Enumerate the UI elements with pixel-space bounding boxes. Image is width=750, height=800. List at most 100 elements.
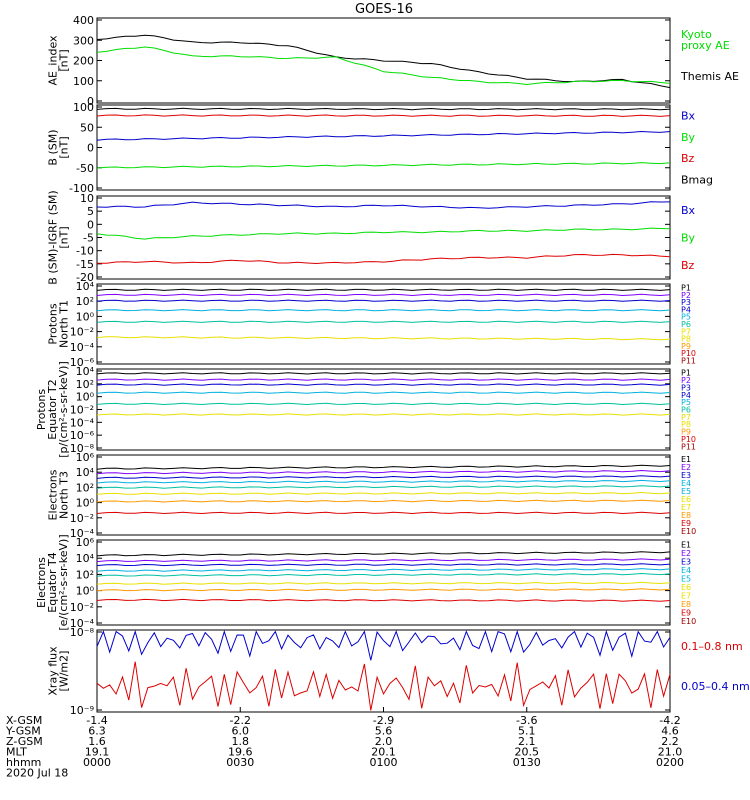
series-line-e4 (96, 479, 671, 484)
panel-frame (96, 283, 671, 365)
ylabel: North T1 (58, 300, 71, 348)
legend-entry: Bx (681, 204, 696, 217)
series-line-bz (96, 114, 671, 117)
legend-entry: E3 (681, 557, 691, 566)
series-line-e5 (96, 485, 671, 489)
panel-bsm: 100 50 0 -50 -100 B (SM)[nT] Bx By Bz Bmag (47, 101, 714, 195)
ylabel: Electrons (35, 557, 48, 608)
ytick-label: 10² (76, 378, 94, 391)
series-line-p6 (96, 320, 671, 323)
xtick-label: 4.6 (661, 725, 679, 738)
ylabel: Equator T4 (46, 552, 59, 612)
ytick-label: 10⁻⁴ (70, 341, 95, 354)
legend-entry: P10 (681, 349, 696, 358)
series-line-bmag (96, 107, 671, 111)
series-line-e4 (96, 568, 671, 572)
legend-entry: By (681, 131, 696, 144)
ytick-label: 10⁰ (76, 497, 95, 510)
ylabel: B (SM) (47, 129, 60, 165)
xtick-label: 5.6 (375, 725, 393, 738)
legend-entry: P8 (681, 335, 691, 344)
series-line-p1 (96, 288, 671, 291)
legend-entry: P6 (681, 320, 691, 329)
series-line-0-1-0-8-nm (96, 661, 671, 711)
ylabel: [nT] (58, 226, 71, 248)
legend-entry: E6 (681, 495, 691, 504)
legend-entry: P7 (681, 413, 691, 422)
ytick-label: 0 (87, 142, 94, 155)
ytick-label: 10² (76, 568, 94, 581)
series-line-p5 (96, 309, 671, 312)
date-label: 2020 Jul 18 (6, 767, 68, 780)
legend-entry: Bz (681, 259, 695, 272)
ytick-label: 10² (76, 481, 94, 494)
xtick-label: -3.6 (516, 714, 537, 727)
panel-frame (96, 454, 671, 536)
series-line-bx (96, 201, 671, 209)
legend-entry: P10 (681, 435, 696, 444)
legend-entry: E7 (681, 591, 691, 600)
ytick-label: 10⁻⁶ (70, 356, 95, 369)
series-line-0-05-0-4-nm (96, 629, 671, 661)
ytick-label: 10⁰ (76, 391, 95, 404)
xtick-label: 2.1 (518, 735, 536, 748)
ylabel: [nT] (58, 136, 71, 158)
ylabel: Electrons (47, 469, 60, 520)
legend-entry: P9 (681, 342, 691, 351)
ytick-label: 10⁶ (76, 536, 95, 549)
series-line-e3 (96, 475, 671, 479)
xtick-label: 19.1 (85, 746, 110, 759)
legend-entry: P4 (681, 305, 691, 314)
ytick-label: 0 (87, 218, 94, 231)
ytick-label: 10⁴ (76, 466, 95, 479)
ytick-label: 10⁴ (76, 365, 95, 378)
series-line-bz (97, 253, 671, 265)
xtick-label: 20.5 (515, 746, 540, 759)
legend-entry: P7 (681, 327, 691, 336)
legend-entry: P11 (681, 442, 696, 451)
series-line-e8 (96, 511, 671, 515)
legend-entry: Bz (681, 152, 695, 165)
legend-entry: E7 (681, 503, 691, 512)
legend-entry: E10 (681, 617, 696, 626)
ytick-label: 10 (80, 192, 94, 205)
xtick-label: 1.8 (232, 735, 250, 748)
xtick-label: 5.1 (518, 725, 536, 738)
panel-frame (96, 17, 671, 104)
ylabel: [W/m2] (58, 651, 71, 692)
ytick-label: -50 (76, 162, 94, 175)
series-line-p5 (96, 391, 671, 394)
ytick-label: 10⁰ (76, 310, 95, 323)
ytick-label: -10 (76, 245, 94, 258)
xtick-label: 1.6 (88, 735, 106, 748)
legend-entry: P6 (681, 406, 691, 415)
ytick-label: 10⁰ (76, 585, 95, 598)
series-line-e2 (96, 469, 671, 475)
ytick-label: 50 (80, 121, 94, 134)
legend-entry: E4 (681, 566, 691, 575)
ylabel: [e/(cm²-s-sr-keV)] (57, 534, 70, 630)
xtick-label: -2.9 (373, 714, 394, 727)
legend-entry: P2 (681, 376, 691, 385)
series-line-e5 (96, 572, 671, 577)
xtick-label: 0130 (513, 756, 541, 769)
xtick-label: 19.6 (228, 746, 253, 759)
legend-entry: P8 (681, 420, 691, 429)
ytick-label: -100 (69, 182, 94, 195)
legend-entry: E9 (681, 608, 691, 617)
xtick-label: -1.4 (86, 714, 107, 727)
xaxis-row-label: hhmm (6, 756, 41, 769)
ytick-label: 10⁻² (70, 512, 94, 525)
panel-frame (96, 539, 671, 626)
series-line-p1 (96, 372, 671, 375)
ytick-label: 10⁻² (70, 601, 94, 614)
ylabel: Protons (35, 389, 48, 430)
series-line-themis-ae (96, 34, 671, 89)
ytick-label: -15 (76, 258, 94, 271)
xtick-label: -2.2 (230, 714, 251, 727)
legend-entry: Bx (681, 110, 696, 123)
series-line-p7 (96, 336, 671, 341)
